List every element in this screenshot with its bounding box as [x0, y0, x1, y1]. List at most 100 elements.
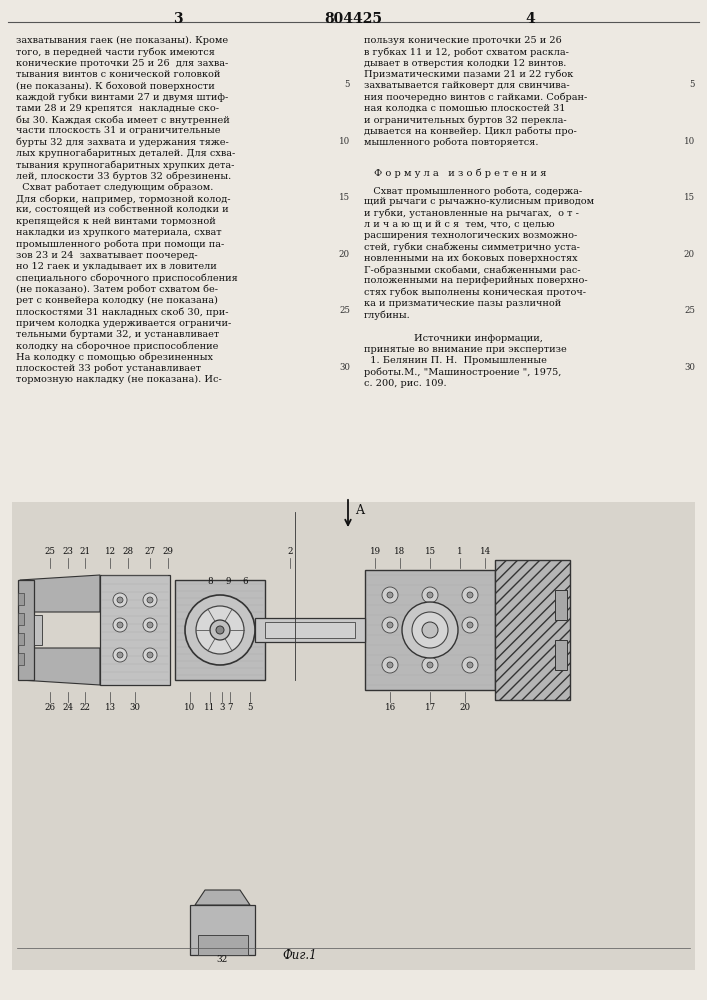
- Text: в губках 11 и 12, робот схватом раскла-: в губках 11 и 12, робот схватом раскла-: [364, 47, 569, 57]
- Bar: [365, 570, 495, 690]
- Polygon shape: [195, 890, 250, 905]
- Text: и губки, установленные на рычагах,  о т -: и губки, установленные на рычагах, о т -: [364, 209, 579, 218]
- Bar: [255, 618, 365, 642]
- Circle shape: [462, 617, 478, 633]
- Circle shape: [467, 592, 473, 598]
- Text: 26: 26: [45, 704, 56, 712]
- Text: 32: 32: [216, 956, 228, 964]
- Text: Г-образными скобами, снабженными рас-: Г-образными скобами, снабженными рас-: [364, 265, 580, 275]
- Text: Источники информации,: Источники информации,: [414, 334, 543, 343]
- Bar: [100, 575, 170, 685]
- Text: зов 23 и 24  захватывает поочеред-: зов 23 и 24 захватывает поочеред-: [16, 251, 198, 260]
- Circle shape: [113, 648, 127, 662]
- Text: 10: 10: [339, 137, 350, 146]
- Circle shape: [462, 657, 478, 673]
- Circle shape: [382, 657, 398, 673]
- Text: тывания крупногабаритных хрупких дета-: тывания крупногабаритных хрупких дета-: [16, 160, 235, 170]
- Circle shape: [113, 618, 127, 632]
- Text: 6: 6: [243, 578, 247, 586]
- Text: щий рычаги с рычажно-кулисным приводом: щий рычаги с рычажно-кулисным приводом: [364, 197, 594, 206]
- Text: каждой губки винтами 27 и двумя штиф-: каждой губки винтами 27 и двумя штиф-: [16, 93, 228, 102]
- Text: 20: 20: [684, 250, 695, 259]
- Bar: [555, 590, 567, 620]
- Circle shape: [143, 618, 157, 632]
- Text: с. 200, рис. 109.: с. 200, рис. 109.: [364, 379, 447, 388]
- Text: 16: 16: [385, 704, 395, 712]
- Circle shape: [387, 622, 393, 628]
- Text: Схват работает следующим образом.: Схват работает следующим образом.: [16, 183, 214, 192]
- Text: 9: 9: [226, 578, 230, 586]
- Text: захватывается гайковерт для свинчива-: захватывается гайковерт для свинчива-: [364, 81, 570, 90]
- Text: рет с конвейера колодку (не показана): рет с конвейера колодку (не показана): [16, 296, 218, 305]
- Text: крепящейся к ней винтами тормозной: крепящейся к ней винтами тормозной: [16, 217, 216, 226]
- Text: но 12 гаек и укладывает их в ловители: но 12 гаек и укладывает их в ловители: [16, 262, 217, 271]
- Text: 1: 1: [457, 548, 463, 556]
- Text: ка и призматические пазы различной: ка и призматические пазы различной: [364, 299, 561, 308]
- Text: 15: 15: [684, 193, 695, 202]
- Text: 30: 30: [339, 363, 350, 372]
- Text: 30: 30: [684, 363, 695, 372]
- Text: 12: 12: [105, 548, 115, 556]
- Text: 8: 8: [207, 578, 213, 586]
- Text: тами 28 и 29 крепятся  накладные ско-: тами 28 и 29 крепятся накладные ско-: [16, 104, 219, 113]
- Text: глубины.: глубины.: [364, 310, 411, 320]
- Circle shape: [147, 622, 153, 628]
- Text: 28: 28: [122, 548, 134, 556]
- Circle shape: [467, 622, 473, 628]
- Bar: [12, 502, 695, 970]
- Text: Схват промышленного робота, содержа-: Схват промышленного робота, содержа-: [364, 186, 582, 196]
- Bar: [18, 613, 24, 625]
- Text: стях губок выполнены коническая проточ-: стях губок выполнены коническая проточ-: [364, 288, 586, 297]
- Text: плоскостями 31 накладных скоб 30, при-: плоскостями 31 накладных скоб 30, при-: [16, 307, 228, 317]
- Circle shape: [427, 622, 433, 628]
- Text: 3: 3: [219, 704, 225, 712]
- Text: 4: 4: [525, 12, 535, 26]
- Text: ния поочередно винтов с гайками. Собран-: ния поочередно винтов с гайками. Собран-: [364, 93, 588, 102]
- Text: 13: 13: [105, 704, 115, 712]
- Circle shape: [422, 587, 438, 603]
- Circle shape: [422, 622, 438, 638]
- Text: стей, губки снабжены симметрично уста-: стей, губки снабжены симметрично уста-: [364, 242, 580, 252]
- Text: бурты 32 для захвата и удержания тяже-: бурты 32 для захвата и удержания тяже-: [16, 138, 229, 147]
- Text: 23: 23: [62, 548, 74, 556]
- Circle shape: [210, 620, 230, 640]
- Text: (не показаны). К боховой поверхности: (не показаны). К боховой поверхности: [16, 81, 215, 91]
- Text: 24: 24: [62, 704, 74, 712]
- Bar: [18, 633, 24, 645]
- Circle shape: [382, 587, 398, 603]
- Text: 17: 17: [424, 704, 436, 712]
- Polygon shape: [20, 648, 100, 685]
- Text: 30: 30: [129, 704, 141, 712]
- Text: 1. Белянин П. Н.  Промышленные: 1. Белянин П. Н. Промышленные: [364, 356, 547, 365]
- Circle shape: [117, 622, 123, 628]
- Text: роботы.М., "Машиностроение ", 1975,: роботы.М., "Машиностроение ", 1975,: [364, 367, 561, 377]
- Circle shape: [382, 617, 398, 633]
- Text: Для сборки, например, тормозной колод-: Для сборки, например, тормозной колод-: [16, 194, 230, 204]
- Text: плоскостей 33 робот устанавливает: плоскостей 33 робот устанавливает: [16, 364, 201, 373]
- Text: 3: 3: [173, 12, 183, 26]
- Text: 15: 15: [339, 193, 350, 202]
- Text: 29: 29: [163, 548, 173, 556]
- Text: 27: 27: [144, 548, 156, 556]
- Circle shape: [196, 606, 244, 654]
- Bar: [175, 580, 265, 680]
- Circle shape: [427, 592, 433, 598]
- Bar: [265, 622, 355, 638]
- Text: новленными на их боковых поверхностях: новленными на их боковых поверхностях: [364, 254, 578, 263]
- Bar: [34, 615, 42, 645]
- Text: 804425: 804425: [324, 12, 382, 26]
- Text: 5: 5: [247, 704, 252, 712]
- Text: 18: 18: [395, 548, 406, 556]
- Circle shape: [147, 652, 153, 658]
- Text: Ф о р м у л а   и з о б р е т е н и я: Ф о р м у л а и з о б р е т е н и я: [374, 169, 547, 178]
- Text: накладки из хрупкого материала, схват: накладки из хрупкого материала, схват: [16, 228, 221, 237]
- Text: (не показано). Затем робот схватом бе-: (не показано). Затем робот схватом бе-: [16, 285, 218, 294]
- Circle shape: [467, 662, 473, 668]
- Circle shape: [402, 602, 458, 658]
- Circle shape: [185, 595, 255, 665]
- Text: Фиг.1: Фиг.1: [283, 949, 317, 962]
- Bar: [18, 653, 24, 665]
- Text: 25: 25: [45, 548, 56, 556]
- Circle shape: [462, 587, 478, 603]
- Text: 10: 10: [684, 137, 695, 146]
